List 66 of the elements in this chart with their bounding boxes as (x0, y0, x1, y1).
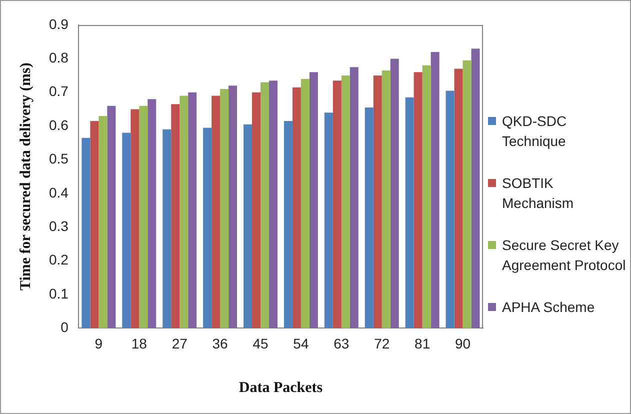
bar (332, 80, 342, 328)
bar (414, 72, 422, 328)
bar (122, 132, 131, 328)
y-tick-label: 0.6 (48, 116, 69, 133)
bar (228, 86, 238, 328)
y-tick-label: 0.8 (48, 50, 69, 66)
bar (430, 52, 440, 328)
x-tick-label: 72 (374, 335, 390, 352)
x-tick-label: 63 (334, 335, 350, 352)
bar (82, 138, 90, 328)
bar (139, 106, 148, 328)
bar (269, 80, 278, 328)
bar (130, 109, 140, 328)
bar (422, 65, 431, 328)
y-tick-label: 0.1 (48, 285, 69, 302)
bar (405, 97, 414, 328)
bar (180, 96, 188, 328)
bar (162, 129, 172, 328)
bar (300, 78, 310, 328)
bar (98, 116, 108, 328)
bar (107, 106, 116, 328)
bar (324, 112, 333, 328)
bar (341, 76, 350, 328)
y-tick-label: 0.7 (48, 83, 69, 100)
bar (284, 121, 292, 328)
y-tick-label: 0.2 (48, 252, 69, 268)
bar (364, 108, 374, 328)
y-tick-label: 0.4 (48, 184, 69, 200)
y-axis-title: Time for secured data delivery (ms) (18, 62, 34, 291)
legend-label: Secure Secret Key Agreement Protocol (502, 236, 626, 275)
x-tick-label: 45 (252, 335, 268, 352)
bar (188, 92, 197, 328)
x-axis-title: Data Packets (238, 380, 323, 396)
x-tick-label: 54 (293, 335, 309, 352)
bar (350, 67, 358, 328)
bar (446, 90, 454, 328)
legend-label: QKD-SDC Technique (502, 112, 568, 151)
bar (171, 104, 180, 328)
bar (292, 87, 301, 328)
bar (471, 48, 480, 328)
bar (148, 99, 156, 328)
y-tick-label: 0.9 (48, 16, 69, 32)
bar (462, 60, 472, 328)
y-tick-label: 0.3 (48, 218, 69, 234)
x-tick-label: 81 (414, 335, 430, 352)
y-tick-label: 0.5 (48, 150, 69, 167)
x-tick-label: 9 (94, 335, 103, 352)
bar (90, 121, 99, 328)
bar (373, 76, 382, 328)
bar (252, 92, 261, 328)
bar (220, 89, 229, 328)
bar (454, 68, 463, 328)
x-tick-label: 27 (172, 335, 188, 352)
x-tick-label: 36 (212, 335, 228, 352)
bar (390, 58, 399, 328)
bar (203, 128, 212, 328)
legend-label: APHA Scheme (502, 298, 595, 317)
bar (260, 82, 269, 328)
bar (244, 124, 252, 328)
bar (309, 72, 318, 328)
legend-label: SOBTIK Mechanism (502, 174, 575, 213)
bar (212, 96, 220, 328)
bar (382, 70, 390, 328)
x-tick-label: 90 (454, 335, 471, 352)
x-tick-label: 18 (131, 335, 148, 352)
y-tick-label: 0 (60, 319, 69, 336)
